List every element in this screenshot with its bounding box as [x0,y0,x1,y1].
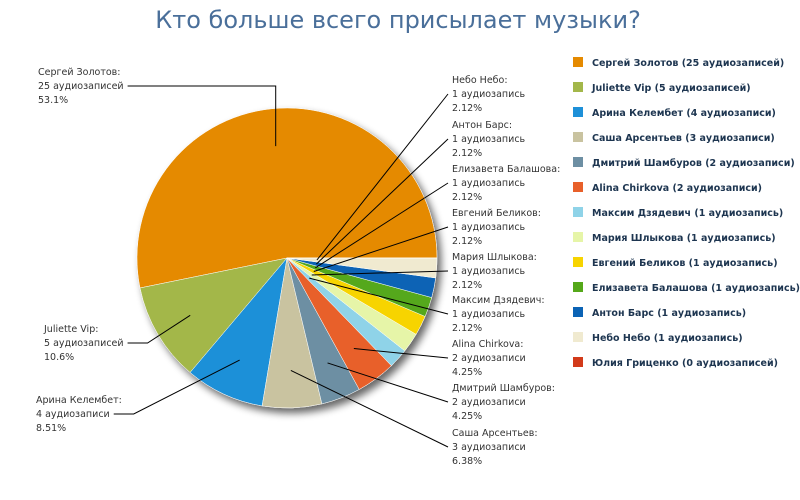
callout-count: 1 аудиозапись [452,89,526,100]
callout-name: Саша Арсентьев: [452,428,538,439]
legend-swatch [573,132,583,142]
callout-name: Juliette Vip: [43,324,98,335]
callout-percent: 2.12% [452,236,482,247]
legend-swatch [573,107,583,117]
leader-line [313,226,449,272]
legend-swatch [573,332,583,342]
callout-count: 4 аудиозаписи [36,409,110,420]
chart-title: Кто больше всего присылает музыки? [155,6,641,34]
callout-count: 1 аудиозапись [452,309,526,320]
callout-count: 1 аудиозапись [452,222,526,233]
callout-count: 3 аудиозаписи [452,442,526,453]
leader-line [311,270,449,276]
legend-label: Juliette Vip (5 аудиозаписей) [591,83,751,94]
legend-swatch [573,157,583,167]
callout-count: 5 аудиозаписей [44,338,124,349]
callout-count: 1 аудиозапись [452,178,526,189]
callout-percent: 6.38% [452,456,482,467]
leader-line [316,93,449,261]
legend-swatch [573,282,583,292]
callout-name: Alina Chirkova: [452,339,523,350]
callout-name: Максим Дзядевич: [452,295,545,306]
legend-label: Юлия Гриценко (0 аудиозаписей) [592,358,778,369]
leader-line [327,362,449,403]
callout-name: Евгений Беликов: [452,208,541,219]
pie-slice [139,257,288,373]
callout-name: Антон Барс: [452,120,512,131]
leader-line [309,277,449,315]
leader-line [353,347,449,359]
callout-percent: 2.12% [452,103,482,114]
callout-percent: 4.25% [452,367,482,378]
callout-count: 25 аудиозаписей [38,81,124,92]
callout-name: Сергей Золотов: [38,67,120,78]
callout-name: Мария Шлыкова: [452,252,537,263]
callout-percent: 2.12% [452,280,482,291]
legend-label: Небо Небо (1 аудиозапись) [592,333,743,344]
callout-name: Небо Небо: [452,75,508,86]
leader-line [127,314,191,344]
pie [136,107,438,409]
legend-label: Саша Арсентьев (3 аудиозаписи) [592,133,775,144]
legend-label: Елизавета Балашова (1 аудиозапись) [592,283,800,294]
leader-line [290,369,449,448]
leader-line [113,359,240,415]
callout-count: 2 аудиозаписи [452,353,526,364]
legend-swatch [573,257,583,267]
legend-label: Мария Шлыкова (1 аудиозапись) [592,233,776,244]
legend-label: Alina Chirkova (2 аудиозаписи) [592,183,762,194]
callout-name: Дмитрий Шамбуров: [452,383,555,394]
callout-count: 2 аудиозаписи [452,397,526,408]
legend-swatch [573,182,583,192]
legend-label: Максим Дзядевич (1 аудиозапись) [592,208,783,219]
callout-percent: 2.12% [452,192,482,203]
legend-swatch [573,232,583,242]
legend-label: Сергей Золотов (25 аудиозаписей) [592,58,784,69]
callout-count: 1 аудиозапись [452,266,526,277]
callout-count: 1 аудиозапись [452,134,526,145]
legend-label: Дмитрий Шамбуров (2 аудиозаписи) [592,158,795,169]
callout-percent: 4.25% [452,411,482,422]
callout-percent: 53.1% [38,95,68,106]
leader-line [315,182,449,269]
legend-swatch [573,207,583,217]
legend-swatch [573,57,583,67]
legend-label: Арина Келембет (4 аудиозаписи) [592,108,776,119]
legend-label: Антон Барс (1 аудиозапись) [592,308,746,319]
legend-swatch [573,82,583,92]
legend-swatch [573,357,583,367]
callout-percent: 8.51% [36,423,66,434]
leader-line [127,85,277,147]
pie-slice [136,107,438,289]
callout-percent: 2.12% [452,148,482,159]
callout-percent: 2.12% [452,323,482,334]
legend-label: Евгений Беликов (1 аудиозапись) [592,258,778,269]
leader-line [316,138,449,265]
legend-swatch [573,307,583,317]
callout-name: Елизавета Балашова: [452,164,560,175]
callout-percent: 10.6% [44,352,74,363]
callout-name: Арина Келембет: [36,395,122,406]
